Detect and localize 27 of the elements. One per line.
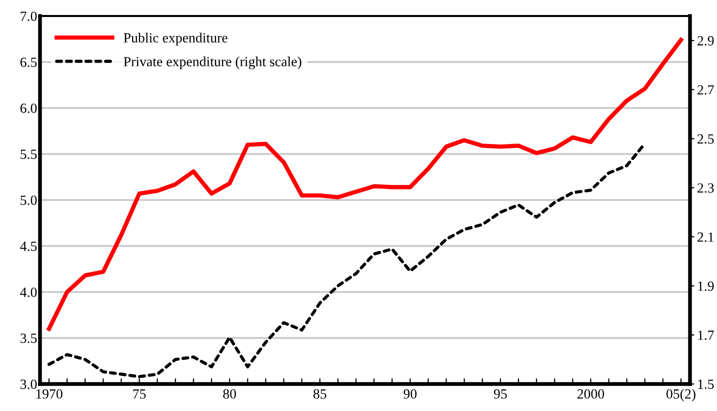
y2-tick-label: 1.9 [698, 281, 714, 291]
y-tick-label: 5.0 [20, 196, 37, 206]
y2-tick-label: 2.3 [698, 183, 714, 193]
y2-tick-label: 2.7 [698, 85, 714, 95]
y-tick-label: 6.5 [20, 58, 37, 68]
x-tick-label: 95 [494, 389, 507, 399]
y2-tick-label: 1.7 [698, 330, 714, 340]
x-tick-label: 85 [313, 389, 326, 399]
legend-label: Public expenditure [124, 32, 228, 46]
y2-tick-label: 2.5 [698, 134, 714, 144]
y-tick-label: 4.0 [20, 288, 37, 298]
y2-tick-label: 2.9 [698, 36, 714, 46]
x-tick-label: 05(2) [666, 388, 696, 402]
y2-tick-label: 2.1 [698, 232, 714, 242]
y-tick-label: 5.5 [20, 150, 37, 160]
x-tick-label: 80 [223, 389, 236, 399]
x-tick-label: 75 [133, 389, 146, 399]
x-tick-label: 1970 [36, 389, 62, 399]
x-tick-label: 2000 [577, 389, 604, 399]
y-tick-label: 3.0 [20, 380, 37, 390]
x-tick-label: 90 [404, 389, 417, 399]
y-tick-label: 4.5 [20, 242, 37, 252]
y2-tick-label: 1.5 [698, 380, 714, 390]
legend-label: Private expenditure (right scale) [124, 56, 302, 70]
y-tick-label: 6.0 [20, 104, 37, 114]
y-tick-label: 7.0 [20, 12, 37, 22]
y-tick-label: 3.5 [20, 334, 37, 344]
